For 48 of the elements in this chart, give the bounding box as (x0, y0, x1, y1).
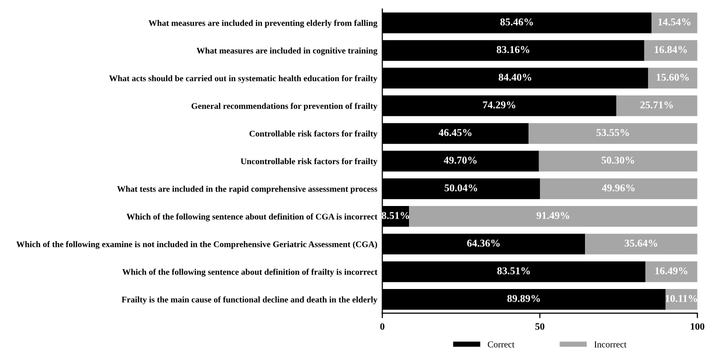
y-tick-label: What measures are included in preventing elderly from falling (148, 20, 378, 28)
bar (409, 206, 698, 227)
legend-label: Correct (488, 341, 514, 348)
y-tick-label: What measures are included in cognitive training (196, 47, 378, 56)
y-tick-label: What acts should be carried out in systematic health education for frailty (109, 75, 378, 84)
data-label: 16.84% (654, 46, 687, 54)
bar (648, 68, 698, 89)
y-tick-label: Frailty is the main cause of functional decline and death in the elderly (122, 296, 378, 304)
bar (585, 234, 698, 254)
data-label: 16.49% (655, 267, 688, 274)
data-label: 84.40% (498, 74, 532, 81)
data-label: 83.51% (497, 267, 530, 274)
data-label: 8.51% (382, 212, 410, 220)
y-tick-label: What tests are included in the rapid comprehensive assessment process (117, 186, 378, 194)
data-label: 50.30% (602, 156, 634, 164)
data-label: 49.96% (602, 184, 635, 192)
bar (538, 150, 698, 172)
data-label: 64.36% (467, 240, 500, 247)
data-label: 25.71% (640, 101, 673, 108)
data-label: 91.49% (536, 212, 570, 220)
x-tick-label: 0 (380, 323, 384, 330)
legend-label: Incorrect (594, 341, 626, 348)
data-label: 89.89% (507, 294, 540, 302)
data-label: 49.70% (444, 156, 477, 164)
data-label: 53.55% (596, 129, 629, 136)
data-label: 35.64% (624, 240, 658, 247)
data-label: 10.11% (666, 294, 698, 302)
y-tick-label: Which of the following sentence about definition of frailty is incorrect (122, 268, 378, 277)
bar (644, 40, 698, 61)
bar (616, 95, 698, 116)
x-tick-label: 50 (535, 323, 544, 330)
bar (540, 178, 698, 200)
x-tick-label: 100 (690, 323, 704, 330)
y-tick-label: Uncontrollable risk factors for frailty (240, 158, 378, 166)
y-tick-label: Which of the following examine is not included in the Comprehensive Geriatric Assessment (CGA) (16, 241, 378, 249)
data-label: 14.54% (658, 18, 690, 26)
data-label: 85.46% (500, 18, 533, 26)
y-tick-label: General recommendations for prevention of frailty (192, 102, 378, 111)
y-tick-label: Controllable risk factors for frailty (250, 130, 378, 138)
y-tick-label: Which of the following sentence about definition of CGA is incorrect (126, 213, 378, 222)
bar (528, 123, 698, 144)
data-label: 50.04% (444, 184, 478, 192)
bar (645, 261, 698, 282)
data-label: 74.29% (483, 101, 516, 108)
data-label: 15.60% (656, 74, 689, 81)
data-label: 83.16% (496, 46, 530, 54)
bar (652, 12, 698, 34)
data-label: 46.45% (438, 129, 472, 136)
